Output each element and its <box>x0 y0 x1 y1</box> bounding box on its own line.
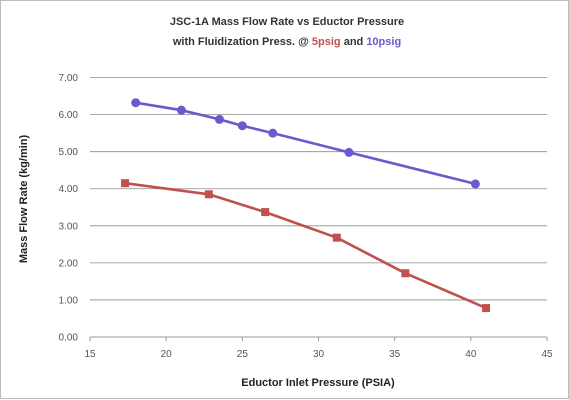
data-point <box>470 179 480 189</box>
y-tick-label: 6.00 <box>59 110 79 121</box>
chart-title-line-1: JSC-1A Mass Flow Rate vs Eductor Pressur… <box>170 16 404 28</box>
series-line-5psig <box>124 181 487 310</box>
chart-title-and: and <box>341 36 367 48</box>
x-axis-title: Eductor Inlet Pressure (PSIA) <box>241 377 395 389</box>
data-point <box>401 269 410 278</box>
series-10psig <box>131 98 480 189</box>
series-5psig <box>121 179 491 313</box>
y-tick-label: 7.00 <box>59 73 79 84</box>
data-point <box>332 233 341 242</box>
data-point <box>268 128 278 138</box>
y-tick-label: 4.00 <box>59 184 79 195</box>
x-tick-label: 35 <box>389 349 401 360</box>
data-point <box>237 121 247 131</box>
y-tick-label: 1.00 <box>59 295 79 306</box>
data-point <box>344 147 354 157</box>
data-point <box>204 190 213 199</box>
data-point <box>482 304 491 313</box>
chart-title-series-b: 10psig <box>366 36 401 48</box>
x-tick-label: 25 <box>237 349 249 360</box>
gridlines <box>89 77 548 341</box>
y-tick-labels: 0.00 1.00 2.00 3.00 4.00 5.00 6.00 7.00 <box>59 73 79 343</box>
y-tick-label: 5.00 <box>59 147 79 158</box>
x-tick-labels: 15 20 25 30 35 40 45 <box>84 349 553 360</box>
data-point <box>131 98 141 108</box>
chart-title-prefix: with Fluidization Press. @ <box>172 36 312 48</box>
chart-title-line-2: with Fluidization Press. @ 5psig and 10p… <box>172 36 401 48</box>
y-axis-title: Mass Flow Rate (kg/min) <box>18 134 30 263</box>
chart-title-series-a: 5psig <box>312 36 341 48</box>
y-tick-label: 0.00 <box>59 333 79 344</box>
x-tick-label: 30 <box>313 349 325 360</box>
x-tick-label: 40 <box>465 349 477 360</box>
y-tick-label: 2.00 <box>59 258 79 269</box>
data-point <box>176 105 186 115</box>
x-tick-label: 15 <box>84 349 96 360</box>
series-layer <box>121 98 491 313</box>
x-tick-label: 20 <box>161 349 173 360</box>
x-tick-label: 45 <box>541 349 553 360</box>
data-point <box>121 179 130 188</box>
data-point <box>214 114 224 124</box>
y-tick-label: 3.00 <box>59 221 79 232</box>
data-point <box>261 208 270 217</box>
